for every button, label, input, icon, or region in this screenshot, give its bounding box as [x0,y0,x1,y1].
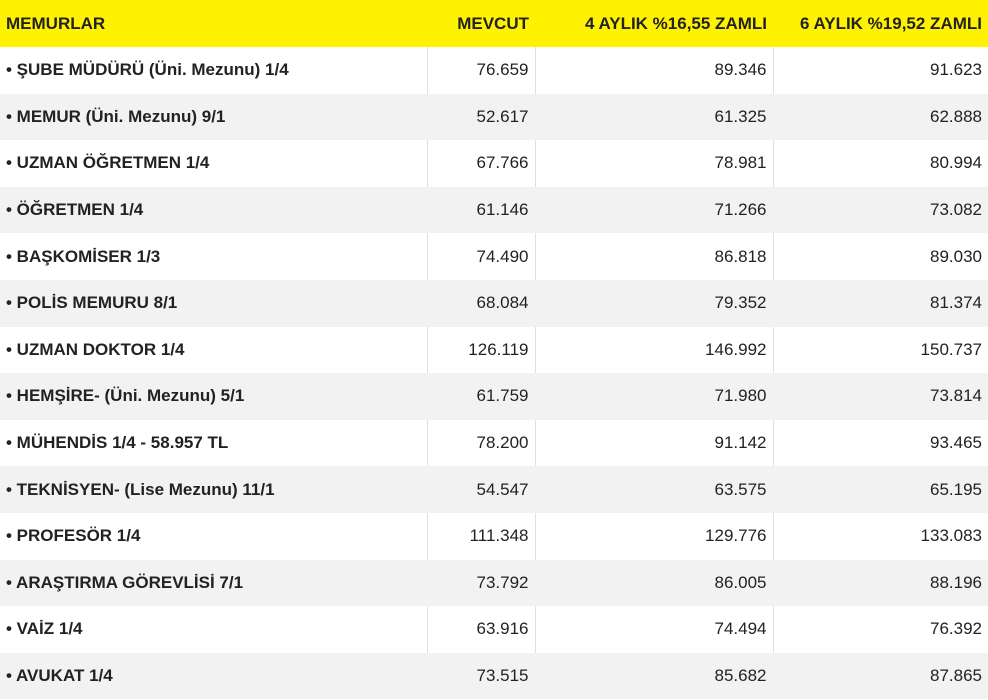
table-row: • ARAŞTIRMA GÖREVLİSİ 7/1 73.792 86.005 88.… [0,559,988,607]
amount-cell: 74.494 [534,606,773,653]
table-row: • TEKNİSYEN- (Lise Mezunu) 11/1 54.547 63.… [0,466,988,513]
amount-cell: 65.195 [772,466,988,513]
header-cell: 6 AYLIK %19,52 ZAMLI [773,0,988,47]
amount-cell: 79.352 [534,279,773,327]
title-cell: • ŞUBE MÜDÜRÜ (Üni. Mezunu) 1/4 [6,60,289,80]
amount-cell: 87.865 [772,652,988,700]
table-row: • PROFESÖR 1/4 111.348 129.776 133.083 [0,512,988,560]
amount-cell: 126.119 [426,326,535,374]
title-cell: • PROFESÖR 1/4 [6,526,141,546]
amount-cell: 89.030 [772,233,988,280]
amount-cell: 73.515 [426,652,535,700]
table-row: • UZMAN DOKTOR 1/4 126.119 146.992 150.737 [0,326,988,374]
amount-cell: 54.547 [426,466,535,513]
table-body: • ŞUBE MÜDÜRÜ (Üni. Mezunu) 1/4 76.659 89.… [0,47,988,700]
amount-cell: 67.766 [426,140,535,187]
table-row: • ÖĞRETMEN 1/4 61.146 71.266 73.082 [0,186,988,234]
title-cell: • ÖĞRETMEN 1/4 [0,186,427,234]
header-cell: MEMURLAR [0,0,427,47]
table-row: • POLİS MEMURU 8/1 68.084 79.352 81.374 [0,279,988,327]
amount-cell: 81.374 [772,279,988,327]
amount-cell: 73.814 [772,373,988,420]
amount-cell: 61.759 [426,373,535,420]
amount-cell: 76.659 [426,47,535,94]
amount-cell: 91.142 [534,419,773,467]
amount-cell: 111.348 [426,512,535,560]
table-row: • ŞUBE MÜDÜRÜ (Üni. Mezunu) 1/4 76.659 89.… [0,47,988,94]
title-cell: • UZMAN DOKTOR 1/4 [6,339,185,359]
table-row: • BAŞKOMİSER 1/3 74.490 86.818 89.030 [0,233,988,280]
amount-cell: 63.916 [426,606,535,653]
amount-cell: 71.266 [534,186,773,234]
amount-cell: 80.994 [772,140,988,187]
title-cell: • VAİZ 1/4 [6,619,83,639]
header-cell: 4 AYLIK %16,55 ZAMLI [535,0,773,47]
table-row: • MÜHENDİS 1/4 - 58.957 TL 78.200 91.142 93… [0,419,988,467]
title-cell: • MEMUR (Üni. Mezunu) 9/1 [0,93,427,141]
title-cell: • BAŞKOMİSER 1/3 [6,246,161,266]
header-row: MEMURLAR MEVCUT 4 AYLIK %16,55 ZAMLI 6 AYLI… [0,0,988,47]
amount-cell: 86.818 [534,233,773,280]
amount-cell: 86.005 [534,559,773,607]
table-row: • HEMŞİRE- (Üni. Mezunu) 5/1 61.759 71.980… [0,373,988,420]
amount-cell: 68.084 [426,279,535,327]
title-cell: • POLİS MEMURU 8/1 [0,279,427,327]
amount-cell: 61.146 [426,186,535,234]
amount-cell: 89.346 [534,47,773,94]
amount-cell: 78.200 [426,419,535,467]
amount-cell: 133.083 [772,512,988,560]
amount-cell: 74.490 [426,233,535,280]
amount-cell: 150.737 [772,326,988,374]
amount-cell: 61.325 [534,93,773,141]
amount-cell: 88.196 [772,559,988,607]
amount-cell: 129.776 [534,512,773,560]
amount-cell: 93.465 [772,419,988,467]
amount-cell: 63.575 [534,466,773,513]
title-cell: • MÜHENDİS 1/4 - 58.957 TL [6,433,229,453]
header-cell: MEVCUT [427,0,535,47]
amount-cell: 91.623 [772,47,988,94]
amount-cell: 146.992 [534,326,773,374]
table-row: • UZMAN ÖĞRETMEN 1/4 67.766 78.981 80.994 [0,140,988,187]
title-cell: • AVUKAT 1/4 [0,652,427,700]
table-row: • VAİZ 1/4 63.916 74.494 76.392 [0,606,988,653]
title-cell: • TEKNİSYEN- (Lise Mezunu) 11/1 [0,466,427,513]
title-cell: • HEMŞİRE- (Üni. Mezunu) 5/1 [0,373,427,420]
table-row: • MEMUR (Üni. Mezunu) 9/1 52.617 61.325 62.… [0,93,988,141]
amount-cell: 73.792 [426,559,535,607]
amount-cell: 76.392 [772,606,988,653]
amount-cell: 73.082 [772,186,988,234]
amount-cell: 62.888 [772,93,988,141]
amount-cell: 78.981 [534,140,773,187]
amount-cell: 71.980 [534,373,773,420]
title-cell: • ARAŞTIRMA GÖREVLİSİ 7/1 [0,559,427,607]
amount-cell: 85.682 [534,652,773,700]
table-row: • AVUKAT 1/4 73.515 85.682 87.865 [0,652,988,700]
amount-cell: 52.617 [426,93,535,141]
title-cell: • UZMAN ÖĞRETMEN 1/4 [6,153,210,173]
